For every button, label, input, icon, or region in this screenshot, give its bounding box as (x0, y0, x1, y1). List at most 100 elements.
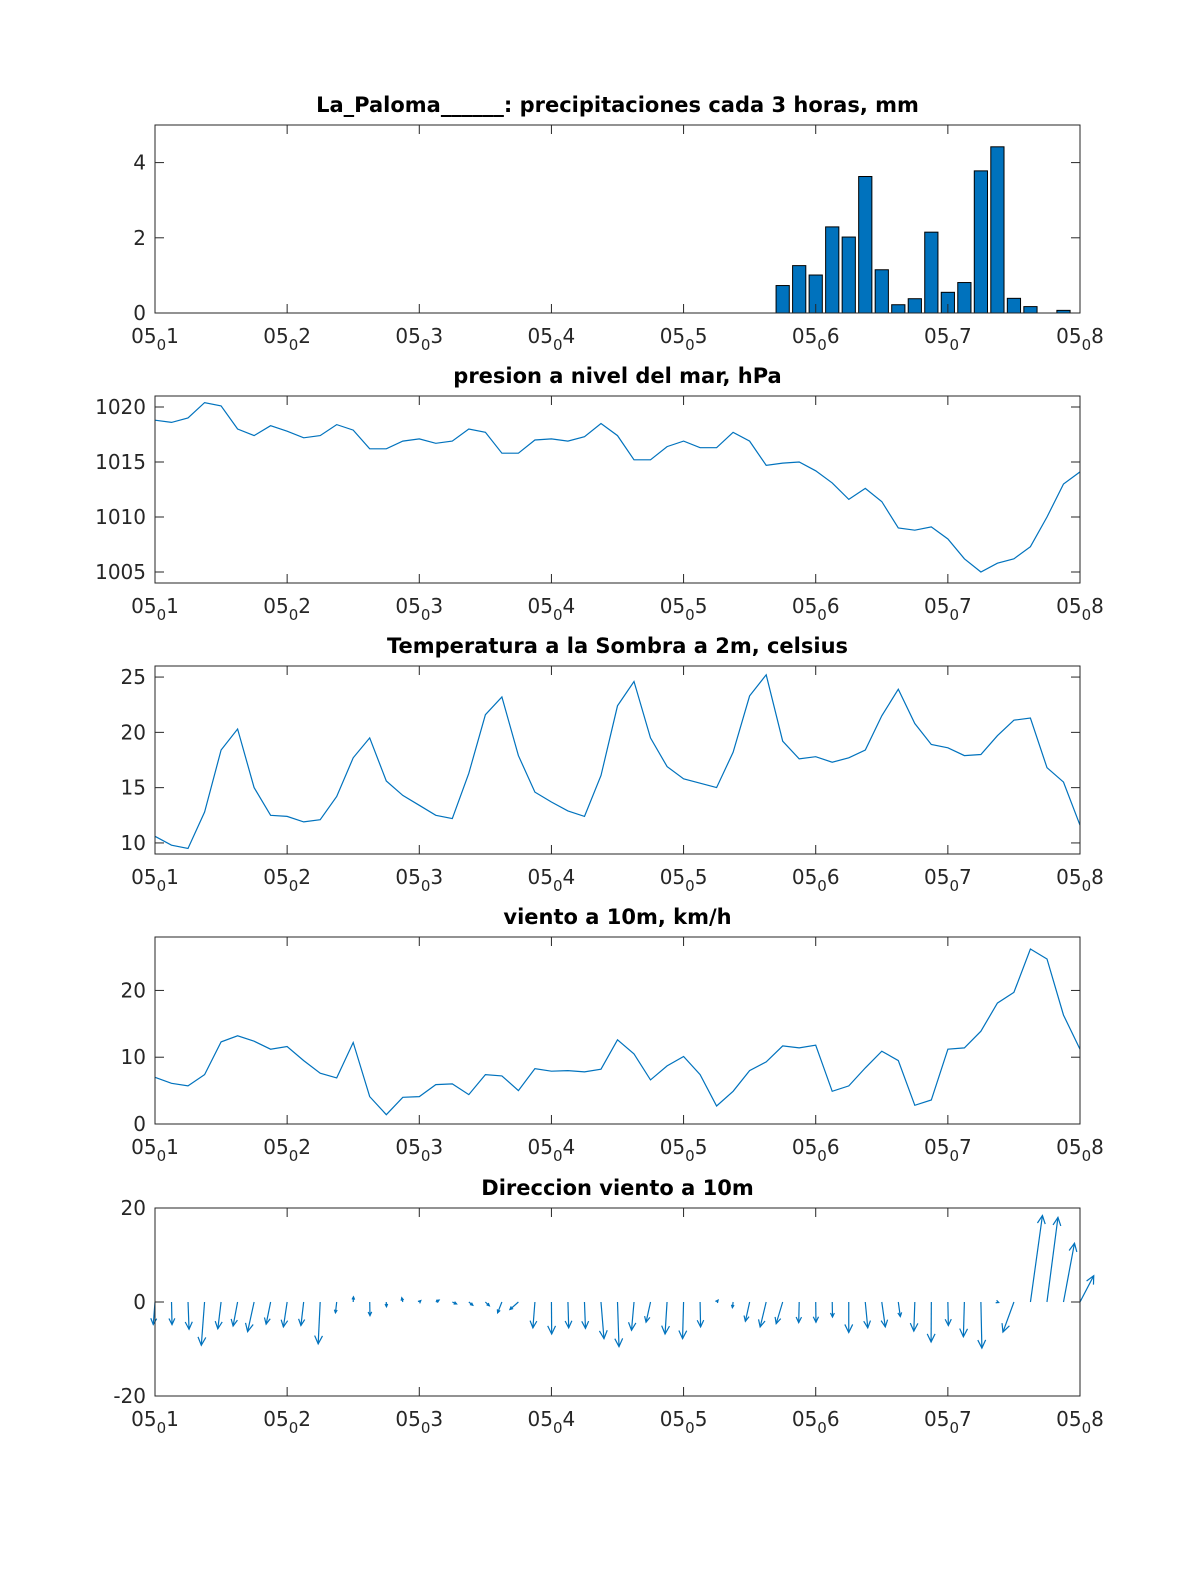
arrow-head (1001, 1323, 1010, 1334)
wind-arrow (795, 1301, 803, 1325)
arrow-head (280, 1319, 289, 1329)
arrow-head (944, 1318, 952, 1327)
series-line (154, 401, 1081, 573)
y-tick-label: 1005 (95, 560, 146, 584)
wind-arrow (508, 1301, 519, 1311)
arrow-head (333, 1309, 338, 1315)
arrow-shaft (980, 1301, 983, 1349)
arrow-head (400, 1296, 405, 1301)
x-tick-label: 0504 (528, 865, 576, 895)
arrow-head (436, 1299, 441, 1303)
x-tick-label: 0503 (395, 324, 443, 354)
arrow-shaft (567, 1301, 570, 1328)
arrow-head (384, 1303, 389, 1309)
wind-arrow (909, 1301, 919, 1333)
arrow-shaft (775, 1301, 784, 1324)
x-tick-label: 0501 (131, 865, 179, 895)
wind-arrow (452, 1301, 458, 1305)
wind-arrow (1001, 1301, 1015, 1334)
bar (874, 269, 889, 314)
chart-panel-3: Temperatura a la Sombra a 2m, celsius 10 1… (121, 634, 1104, 895)
x-tick-label: 0507 (924, 594, 972, 624)
y-tick-label: 0 (133, 1112, 146, 1136)
arrow-head (863, 1320, 872, 1330)
wind-arrow (880, 1301, 889, 1329)
wind-arrow (230, 1301, 239, 1328)
bar (825, 226, 840, 314)
wind-arrow (384, 1301, 389, 1309)
arrow-head (298, 1318, 306, 1327)
wind-arrow (944, 1301, 952, 1327)
plot-frame (154, 395, 1081, 584)
x-tick-label: 0505 (660, 865, 708, 895)
wind-arrow (977, 1301, 987, 1350)
wind-arrow (197, 1301, 207, 1347)
arrow-head (614, 1338, 624, 1349)
wind-arrow (1062, 1241, 1078, 1303)
chart-panel-4: viento a 10m, km/h 0 10 20 0501 0502 0503 0504 0… (121, 905, 1104, 1165)
arrow-head (486, 1302, 491, 1307)
y-tick-label: 20 (121, 1196, 146, 1220)
arrow-shaft (200, 1301, 206, 1346)
x-tick-label: 0503 (395, 594, 443, 624)
arrow-shaft (317, 1301, 321, 1344)
x-tick-label: 0506 (792, 1407, 840, 1437)
arrow-shaft (630, 1301, 635, 1331)
wind-arrow (484, 1301, 491, 1307)
bar (775, 285, 790, 314)
wind-arrow (1079, 1274, 1095, 1303)
arrow-head (214, 1320, 223, 1331)
y-tick-label: -20 (113, 1384, 146, 1408)
wind-arrow (263, 1301, 272, 1326)
chart-title: La_Paloma______: precipitaciones cada 3 … (316, 93, 919, 117)
wind-arrow (564, 1301, 573, 1330)
y-tick-label: 0 (133, 301, 146, 325)
arrow-head (314, 1335, 324, 1346)
arrow-shaft (247, 1301, 255, 1332)
arrow-head (897, 1312, 903, 1318)
wind-arrow (730, 1301, 735, 1310)
wind-arrow (598, 1301, 608, 1341)
arrow-shaft (759, 1301, 767, 1328)
arrow-head (1036, 1214, 1046, 1225)
x-tick-label: 0506 (792, 865, 840, 895)
arrow-head (795, 1316, 803, 1325)
y-tick-label: 10 (121, 831, 146, 855)
wind-arrow (244, 1301, 255, 1333)
bar (924, 231, 939, 314)
arrow-head (627, 1322, 637, 1332)
wind-arrow (529, 1301, 538, 1330)
bar (891, 304, 906, 314)
x-tick-label: 0506 (792, 1135, 840, 1165)
x-tick-label: 0507 (924, 1407, 972, 1437)
arrow-head (678, 1330, 688, 1341)
wind-arrow (863, 1301, 872, 1330)
arrow-head (453, 1301, 458, 1305)
chart-panel-1: La_Paloma______: precipitaciones cada 3 … (131, 93, 1104, 354)
x-tick-label: 0502 (263, 1135, 311, 1165)
x-tick-label: 0504 (528, 1135, 576, 1165)
x-tick-label: 0501 (131, 1135, 179, 1165)
arrow-head (263, 1317, 271, 1326)
wind-arrow (168, 1301, 176, 1326)
x-tick-label: 0505 (660, 1135, 708, 1165)
arrow-head (529, 1320, 538, 1330)
arrow-shaft (616, 1301, 620, 1347)
arrow-shaft (864, 1301, 869, 1328)
arrow-head (1068, 1241, 1078, 1253)
arrow-shaft (681, 1301, 685, 1339)
arrow-head (743, 1315, 750, 1323)
arrow-shaft (645, 1301, 652, 1323)
y-tick-label: 4 (133, 151, 146, 175)
arrow-head (696, 1319, 705, 1329)
arrow-shaft (300, 1301, 305, 1326)
arrow-shaft (600, 1301, 605, 1339)
chart-title: Direccion viento a 10m (481, 1176, 753, 1200)
arrow-shaft (232, 1301, 239, 1327)
plot-frame (154, 665, 1081, 855)
x-tick-label: 0507 (924, 1135, 972, 1165)
x-tick-label: 0503 (395, 865, 443, 895)
x-tick-label: 0508 (1056, 594, 1104, 624)
x-tick-label: 0501 (131, 324, 179, 354)
wind-arrow (1029, 1214, 1046, 1303)
